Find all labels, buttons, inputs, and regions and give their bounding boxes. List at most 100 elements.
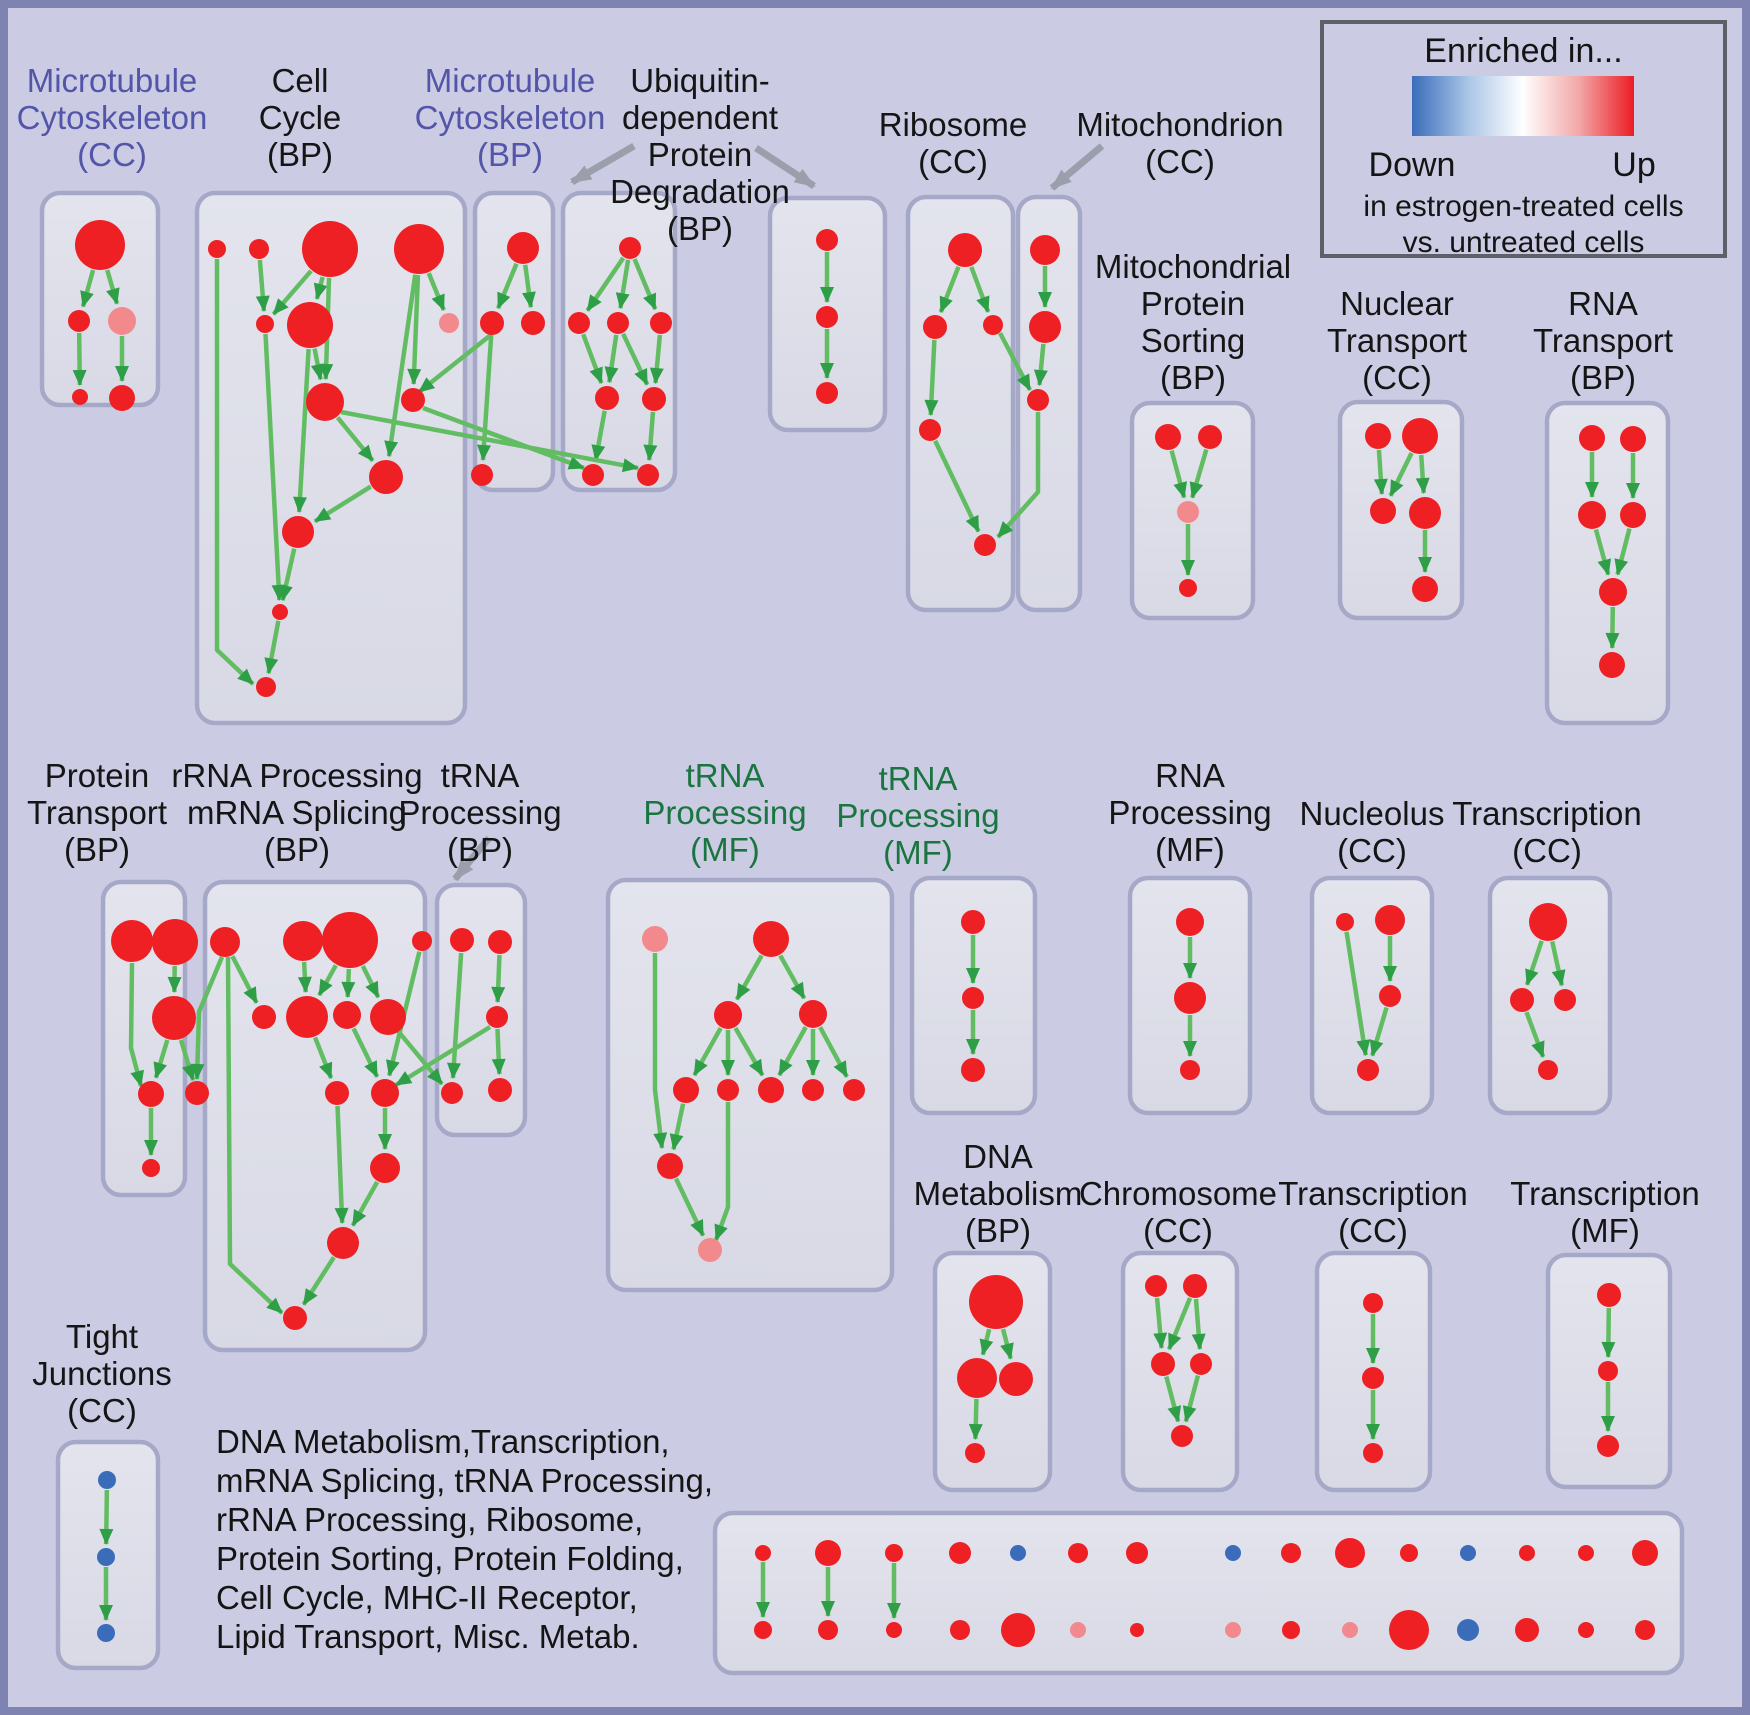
edge — [190, 956, 225, 1080]
go-term-node — [1599, 652, 1625, 678]
go-term-node — [152, 919, 198, 965]
misc-categories-line: rRNA Processing, Ribosome, — [216, 1501, 644, 1538]
go-term-node — [816, 229, 838, 251]
edge — [153, 1039, 170, 1079]
go-term-node — [802, 1079, 824, 1101]
go-term-node — [1176, 908, 1204, 936]
go-term-node — [1510, 988, 1534, 1012]
go-term-node — [717, 1079, 739, 1101]
mixed-strip-box — [712, 1510, 1685, 1676]
edge — [1344, 931, 1371, 1057]
ubiquitin-dependent-protein-degradation-bp-box — [560, 190, 678, 493]
go-term-node — [1632, 1540, 1658, 1566]
cross-box-edge — [394, 1025, 492, 1087]
edge — [335, 416, 375, 463]
go-term-node — [1179, 579, 1197, 597]
go-term-node — [1412, 576, 1438, 602]
go-term-node — [283, 921, 323, 961]
edge — [777, 1026, 808, 1077]
go-term-node — [1578, 1545, 1594, 1561]
nuclear-transport-cc-box — [1337, 399, 1465, 621]
edge — [1524, 940, 1544, 986]
go-term-node — [471, 464, 493, 486]
go-term-node — [673, 1077, 699, 1103]
go-term-node — [815, 1540, 841, 1566]
edge — [521, 264, 536, 309]
go-term-node — [1225, 1545, 1241, 1561]
go-term-node — [961, 1058, 985, 1082]
go-term-node — [1336, 913, 1354, 931]
go-term-node — [109, 385, 135, 411]
go-term-node — [1457, 1619, 1479, 1641]
edge — [1169, 449, 1188, 499]
go-term-node — [208, 240, 226, 258]
edge — [264, 620, 281, 675]
go-term-node — [1515, 1618, 1539, 1642]
go-term-node — [185, 1081, 209, 1105]
go-term-node — [818, 1620, 838, 1640]
go-term-node — [965, 1443, 985, 1463]
go-term-node — [1620, 426, 1646, 452]
go-term-node — [1362, 1367, 1384, 1389]
edge — [938, 265, 961, 314]
go-term-node — [1597, 1283, 1621, 1307]
go-term-node — [607, 312, 629, 334]
cross-box-edge — [996, 412, 1041, 539]
edge — [652, 953, 668, 1149]
label-pointer-arrow — [452, 835, 492, 882]
misc-categories-line: Lipid Transport, Misc. Metab. — [216, 1618, 640, 1655]
go-term-node — [657, 1153, 683, 1179]
edge — [99, 1489, 114, 1546]
go-term-node — [1620, 502, 1646, 528]
misc-categories-text: DNA Metabolism,Transcription, mRNA Splici… — [216, 1422, 713, 1656]
go-term-node — [1554, 989, 1576, 1011]
go-term-node — [1599, 578, 1627, 606]
go-term-node — [1402, 418, 1438, 454]
go-term-node — [1126, 1542, 1148, 1564]
edge — [1593, 528, 1612, 576]
transcription-cc-mid-box — [1487, 875, 1613, 1116]
go-term-node — [256, 315, 274, 333]
go-term-node — [949, 1542, 971, 1564]
go-term-node — [754, 1621, 772, 1639]
go-term-node — [1282, 1621, 1300, 1639]
edge — [734, 954, 764, 1001]
edge — [591, 410, 607, 462]
edge — [310, 348, 325, 381]
edge — [1153, 1297, 1168, 1350]
go-term-node — [286, 996, 328, 1038]
edge — [1373, 449, 1388, 496]
go-term-node — [152, 996, 196, 1040]
go-term-node — [568, 312, 590, 334]
edge — [128, 962, 144, 1087]
edge — [351, 1027, 380, 1078]
go-term-node — [642, 926, 668, 952]
edge — [818, 1026, 849, 1078]
edge — [1415, 454, 1430, 495]
rrna-processing-mrna-splicing-bp-box — [202, 879, 428, 1353]
edge — [1550, 941, 1566, 987]
go-term-node — [1598, 1361, 1618, 1381]
edge — [293, 348, 311, 514]
edge — [632, 258, 658, 311]
edge — [317, 964, 338, 997]
edge — [1524, 1011, 1546, 1058]
go-term-node — [885, 1544, 903, 1562]
edge — [1605, 606, 1620, 650]
go-term-node — [816, 382, 838, 404]
go-term-node — [282, 516, 314, 548]
go-term-node — [370, 1153, 400, 1183]
edge — [313, 276, 328, 300]
edge — [669, 1103, 686, 1151]
go-term-node — [1190, 1353, 1212, 1375]
edge — [225, 956, 284, 1315]
go-term-node — [1335, 1538, 1365, 1568]
go-term-node — [961, 910, 985, 934]
edge — [1000, 1328, 1014, 1360]
edge — [313, 484, 372, 524]
go-term-node — [97, 1548, 115, 1566]
go-term-node — [72, 389, 88, 405]
go-term-node — [957, 1358, 997, 1398]
go-term-node — [1130, 1623, 1144, 1637]
